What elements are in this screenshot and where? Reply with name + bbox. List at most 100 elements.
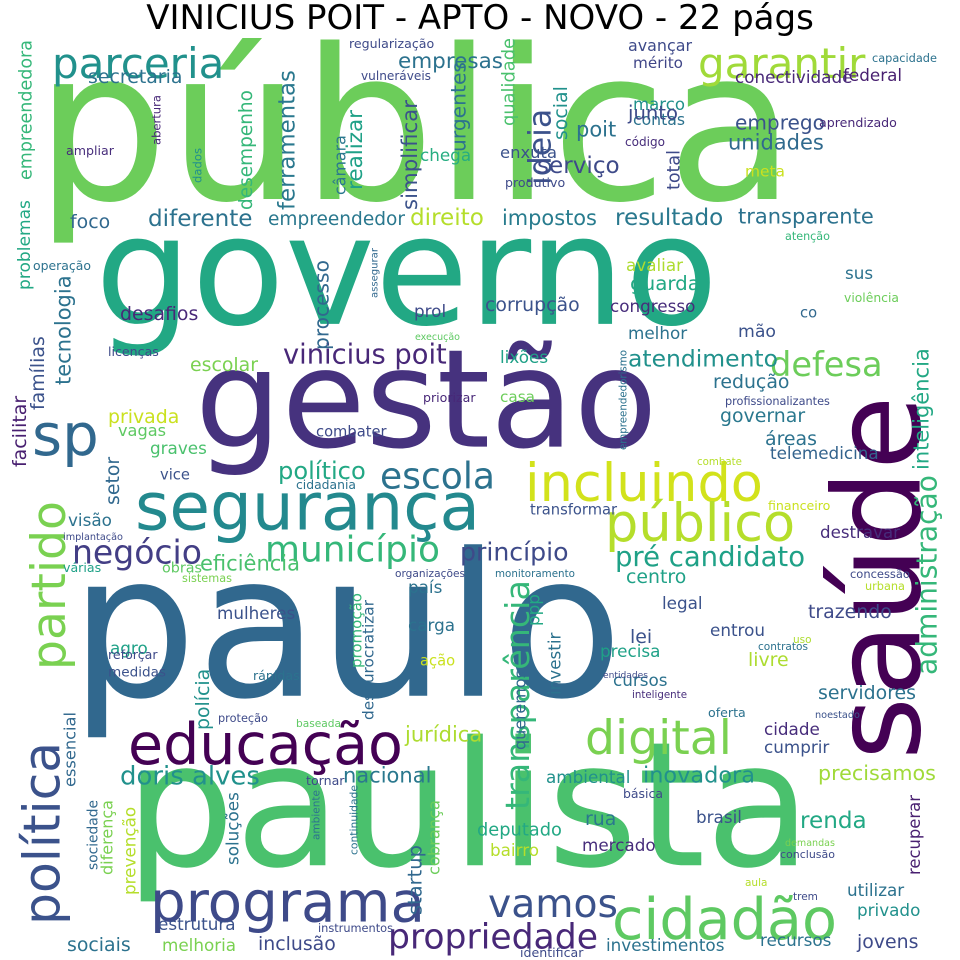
word-politico: político xyxy=(278,457,366,485)
word-abertura: abertura xyxy=(149,95,163,145)
word-mercado: mercado xyxy=(582,835,656,855)
word-destravar: destravar xyxy=(820,523,900,542)
word-merito: mérito xyxy=(633,54,683,72)
word-acao: ação xyxy=(420,652,455,669)
word-baseada: baseada xyxy=(296,718,341,730)
word-obras: obras xyxy=(162,560,202,576)
word-combater: combater xyxy=(316,423,387,440)
word-avaliar: avaliar xyxy=(626,255,683,275)
word-centro: centro xyxy=(626,566,686,588)
page-title: VINICIUS POIT - APTO - NOVO - 22 págs xyxy=(146,0,814,38)
word-monitoramento: monitoramento xyxy=(495,568,575,580)
word-inclusao: inclusão xyxy=(258,933,336,955)
word-lixoes: lixões xyxy=(500,347,548,367)
word-rapidas: rápidas xyxy=(253,668,300,683)
word-areas: áreas xyxy=(765,428,817,450)
word-basica: básica xyxy=(623,786,663,801)
word-conectividade: conectividade xyxy=(735,67,852,87)
word-negocio: negócio xyxy=(72,533,202,572)
word-transparencia: transparência xyxy=(498,580,537,810)
word-sociais: sociais xyxy=(67,934,131,956)
word-concessao: concessão xyxy=(850,567,910,581)
word-ambiental: ambiental xyxy=(546,767,630,787)
word-cursos: cursos xyxy=(613,670,668,690)
word-instrumentos: instrumentos xyxy=(318,921,393,935)
word-inteligente: inteligente xyxy=(632,689,687,701)
word-sp: sp xyxy=(32,401,99,469)
word-tecnologia: tecnologia xyxy=(52,275,76,385)
word-inteligencia: inteligência xyxy=(910,348,934,470)
word-melhoria: melhoria xyxy=(162,935,236,955)
word-foco: foco xyxy=(70,211,110,233)
word-tornar: tornar xyxy=(306,773,345,788)
word-vagas: vagas xyxy=(118,421,166,440)
word-partido: partido xyxy=(22,501,77,670)
word-servico: serviço xyxy=(537,153,620,179)
word-precisamos: precisamos xyxy=(818,761,936,785)
word-empreendedor: empreendedor xyxy=(268,209,405,230)
word-principio: princípio xyxy=(460,538,569,567)
word-cidade: cidade xyxy=(764,719,820,739)
word-meta: meta xyxy=(745,162,785,180)
word-utilizar: utilizar xyxy=(847,880,904,900)
word-vinicius-poit: vinicius poit xyxy=(283,339,447,370)
word-qualidade: qualidade xyxy=(499,38,520,126)
word-execucao: execução xyxy=(415,332,460,343)
word-garantir: garantir xyxy=(698,39,866,88)
word-queremos: queremos xyxy=(510,670,529,750)
word-melhor: melhor xyxy=(628,323,687,343)
word-transformar: transformar xyxy=(530,501,618,518)
word-poit: poit xyxy=(576,117,616,141)
word-simplificar: simplificar xyxy=(398,100,423,210)
word-investimentos: investimentos xyxy=(606,935,724,955)
word-agro: agro xyxy=(110,638,148,658)
word-sociedade: sociedade xyxy=(85,800,101,870)
word-setor: setor xyxy=(102,457,124,505)
word-startup: startup xyxy=(403,845,426,915)
word-codigo: código xyxy=(625,135,665,149)
word-secretaria: secretaria xyxy=(88,66,182,88)
word-unidades: unidades xyxy=(728,130,824,154)
word-solucoes: soluções xyxy=(222,792,242,865)
word-assegurar: assegurar xyxy=(369,247,380,298)
word-policia: polícia xyxy=(192,669,214,730)
word-sistemas: sistemas xyxy=(182,572,232,585)
word-conclusao: conclusão xyxy=(780,848,835,861)
word-aula: aula xyxy=(745,877,767,889)
word-cumprir: cumprir xyxy=(764,737,829,757)
word-operacao: operação xyxy=(33,258,91,273)
word-contas: contas xyxy=(633,110,685,129)
word-mao: mão xyxy=(738,322,776,342)
word-administracao: administração xyxy=(910,475,943,675)
word-essencial: essencial xyxy=(60,712,79,787)
word-guarda: guarda xyxy=(630,272,700,295)
word-problemas: problemas xyxy=(15,200,35,290)
word-servidores: servidores xyxy=(818,682,916,704)
word-reforcar: reforçar xyxy=(108,647,158,662)
word-incluindo: incluindo xyxy=(525,453,763,514)
word-profissionalizantes: profissionalizantes xyxy=(725,395,830,408)
word-carga: carga xyxy=(408,615,455,635)
word-social: social xyxy=(550,86,572,140)
word-livre: livre xyxy=(748,649,789,671)
word-dados: dados xyxy=(190,148,204,183)
word-trem: trem xyxy=(793,891,818,903)
word-programa: programa xyxy=(150,870,425,935)
word-demandas: demandas xyxy=(785,838,835,849)
word-deputado: deputado xyxy=(477,819,562,840)
word-municipio: município xyxy=(265,530,440,571)
word-telemedicina: telemedicina xyxy=(770,443,879,463)
word-produtivo: produtivo xyxy=(505,175,565,190)
word-escola: escola xyxy=(380,456,495,498)
word-cidadao: cidadão xyxy=(612,887,837,953)
word-digital: digital xyxy=(585,711,732,766)
word-jovens: jovens xyxy=(856,931,918,953)
word-politica: política xyxy=(12,742,71,925)
word-medidas: medidas xyxy=(108,664,166,680)
word-facilitar: facilitar xyxy=(9,396,31,467)
word-ampliar: ampliar xyxy=(66,143,115,158)
word-doris-alves: doris alves xyxy=(120,762,260,792)
word-desafios: desafios xyxy=(120,303,198,325)
word-transparente: transparente xyxy=(738,204,874,228)
word-saude: saúde xyxy=(809,396,949,760)
